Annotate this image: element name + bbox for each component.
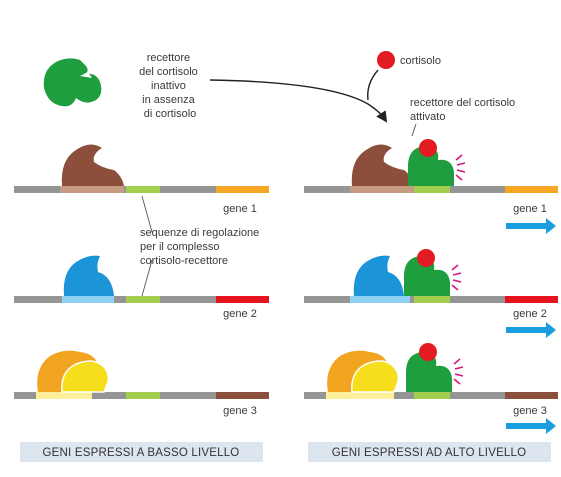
regulatory-line-3: cortisolo-recettore <box>140 255 228 267</box>
regulatory-pointer-line-bottom <box>141 259 153 297</box>
gene-3-label: gene 3 <box>513 405 547 417</box>
blue-transcription-factor <box>353 255 404 296</box>
right-caption-text: GENI ESPRESSI AD ALTO LIVELLO <box>332 447 527 459</box>
bound-cortisol <box>417 249 435 267</box>
protein-binding-site <box>36 392 92 399</box>
regulatory-site <box>126 186 160 193</box>
protein-binding-site <box>350 296 410 303</box>
activated-receptor-line-1: recettore del cortisolo <box>410 97 515 109</box>
inactive-receptor-line-1: recettore <box>147 52 190 64</box>
regulatory-site <box>126 296 160 303</box>
gene-2-segment <box>505 296 558 303</box>
protein-binding-site <box>60 186 124 193</box>
brown-transcription-factor <box>351 144 414 186</box>
gene-1-segment <box>505 186 558 193</box>
gene-1-label: gene 1 <box>513 203 547 215</box>
activated-pointer-line <box>411 123 417 137</box>
regulatory-site <box>414 186 450 193</box>
inactive-receptor-line-4: in assenza <box>142 94 195 106</box>
receptor-activation-arrow <box>209 79 388 123</box>
gene-1-label: gene 1 <box>223 203 257 215</box>
left-gene-3-row: gene 3 <box>14 350 269 417</box>
regulatory-sequences-label: sequenze di regolazione per il complesso… <box>140 227 262 267</box>
yellow-transcription-factor <box>351 360 400 393</box>
regulatory-site <box>414 392 450 399</box>
gene-3-label: gene 3 <box>223 405 257 417</box>
activation-signal <box>455 154 466 181</box>
cortisol-arrow <box>367 69 379 101</box>
regulatory-site <box>126 392 160 399</box>
cortisol-label: cortisolo <box>400 55 441 67</box>
gene-2-segment <box>216 296 269 303</box>
activated-receptor-label: recettore del cortisolo attivato <box>410 97 518 123</box>
regulatory-pointer-line-top <box>141 195 153 233</box>
brown-transcription-factor <box>61 144 124 186</box>
inactive-receptor-line-3: inattivo <box>151 80 186 92</box>
inactive-receptor-label: recettore del cortisolo inattivo in asse… <box>139 52 201 120</box>
gene-2-label: gene 2 <box>513 308 547 320</box>
right-gene-1-row: gene 1 <box>304 139 558 234</box>
cortisol-molecule <box>377 51 395 69</box>
gene-3-expression-arrow <box>506 418 556 434</box>
inactive-receptor-line-5: di cortisolo <box>144 108 197 120</box>
gene-3-segment <box>216 392 269 399</box>
inactive-receptor-shape <box>43 58 102 107</box>
yellow-transcription-factor <box>61 360 110 393</box>
regulatory-line-1: sequenze di regolazione <box>140 227 259 239</box>
right-gene-2-row: gene 2 <box>304 249 558 338</box>
gene-3-segment <box>505 392 558 399</box>
bound-cortisol <box>419 343 437 361</box>
activated-receptor-line-2: attivato <box>410 111 445 123</box>
right-caption: GENI ESPRESSI AD ALTO LIVELLO <box>308 442 551 462</box>
activation-signal <box>451 264 462 291</box>
regulatory-site <box>414 296 450 303</box>
left-gene-2-row: gene 2 <box>14 255 269 320</box>
left-caption-background <box>20 442 263 462</box>
gene-1-segment <box>216 186 269 193</box>
protein-binding-site <box>326 392 394 399</box>
blue-transcription-factor <box>63 255 114 296</box>
left-gene-1-row: gene 1 <box>14 144 269 215</box>
gene-1-expression-arrow <box>506 218 556 234</box>
protein-binding-site <box>62 296 114 303</box>
bound-cortisol <box>419 139 437 157</box>
right-caption-background <box>308 442 551 462</box>
right-gene-3-row: gene 3 <box>304 343 558 434</box>
gene-2-expression-arrow <box>506 322 556 338</box>
left-caption: GENI ESPRESSI A BASSO LIVELLO <box>20 442 263 462</box>
protein-binding-site <box>350 186 414 193</box>
inactive-receptor-line-2: del cortisolo <box>139 66 198 78</box>
left-caption-text: GENI ESPRESSI A BASSO LIVELLO <box>43 447 240 459</box>
activation-signal <box>453 358 464 385</box>
regulatory-line-2: per il complesso <box>140 241 219 253</box>
gene-2-label: gene 2 <box>223 308 257 320</box>
